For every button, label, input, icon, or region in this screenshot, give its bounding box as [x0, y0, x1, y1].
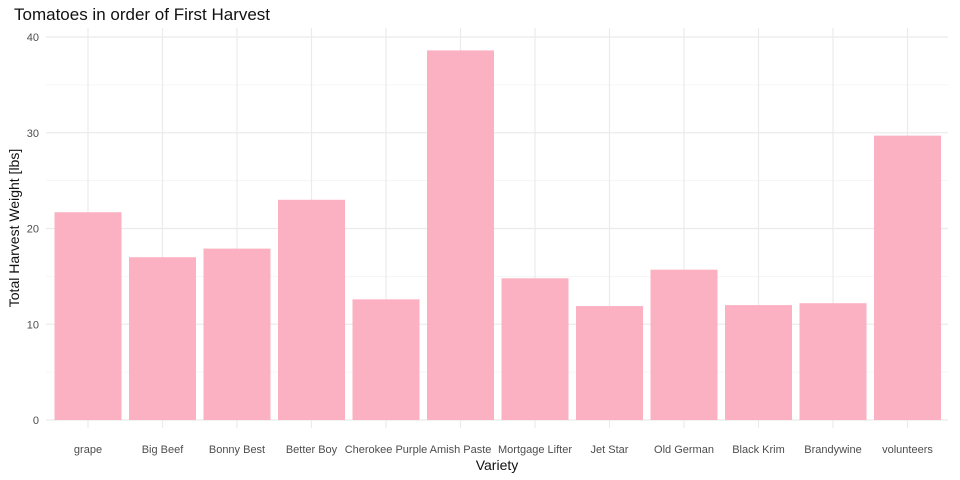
bar	[352, 299, 420, 420]
x-tick-label: Bonny Best	[209, 444, 265, 456]
x-tick-label: Mortgage Lifter	[498, 444, 572, 456]
x-tick-label: Brandywine	[804, 444, 861, 456]
x-tick-label: Black Krim	[732, 444, 785, 456]
y-tick-labels: 0 10 20 30 40	[27, 32, 39, 427]
bar	[874, 135, 941, 420]
bar	[650, 269, 718, 420]
y-tick-label: 40	[27, 32, 39, 44]
bar	[501, 278, 569, 420]
x-tick-label: Jet Star	[591, 444, 629, 456]
x-tick-label: volunteers	[882, 444, 933, 456]
bar	[129, 257, 196, 420]
bar	[576, 306, 643, 420]
bar	[278, 199, 345, 420]
x-tick-label: Better Boy	[286, 444, 338, 456]
bar	[725, 305, 792, 420]
bar	[799, 303, 867, 420]
y-tick-label: 0	[33, 415, 39, 427]
y-tick-label: 10	[27, 319, 39, 331]
x-tick-labels: grape Big Beef Bonny Best Better Boy Cheroke…	[74, 444, 933, 456]
bar	[54, 212, 122, 420]
x-tick-label: grape	[74, 444, 102, 456]
x-tick-label: Amish Paste	[430, 444, 492, 456]
chart-title: Tomatoes in order of First Harvest	[14, 5, 270, 24]
bar	[203, 248, 271, 420]
y-tick-label: 30	[27, 128, 39, 140]
bar	[427, 50, 494, 420]
x-tick-label: Old German	[654, 444, 714, 456]
x-axis-title: Variety	[476, 457, 519, 473]
y-axis-title: Total Harvest Weight [lbs]	[6, 149, 22, 307]
bars	[54, 50, 941, 420]
x-tick-label: Cherokee Purple	[345, 444, 428, 456]
x-tick-label: Big Beef	[142, 444, 185, 456]
y-tick-label: 20	[27, 224, 39, 236]
